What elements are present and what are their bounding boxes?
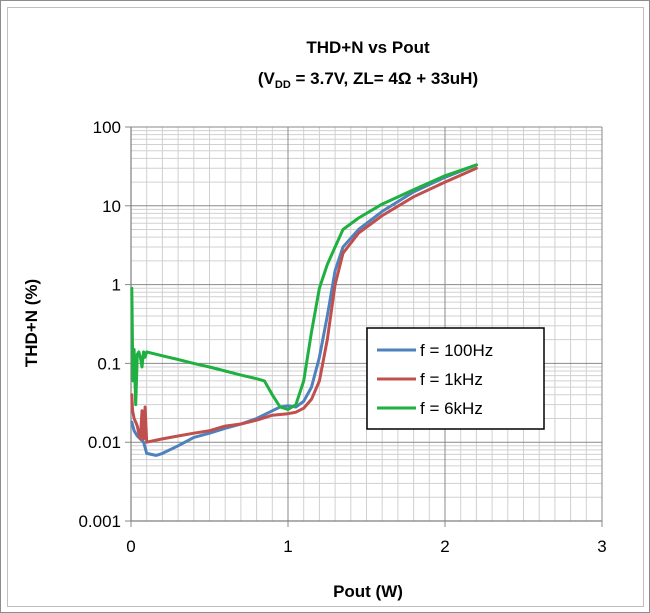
chart-subtitle-subscript: DD xyxy=(275,79,291,91)
legend: f = 100Hz f = 1kHz f = 6kHz xyxy=(366,327,545,430)
y-tick-label: 0.001 xyxy=(78,512,121,531)
y-tick-label: 100 xyxy=(93,118,121,137)
series-line xyxy=(130,163,478,457)
gridlines xyxy=(125,126,603,527)
legend-label: f = 100Hz xyxy=(420,341,493,360)
series-line xyxy=(130,166,478,444)
x-tick-label: 1 xyxy=(283,537,292,556)
y-axis-title: THD+N (%) xyxy=(22,279,41,367)
chart-subtitle: (VDD = 3.7V, ZL= 4Ω + 33uH) xyxy=(258,69,478,91)
series-line xyxy=(130,163,478,411)
y-tick-label: 10 xyxy=(102,197,121,216)
y-tick-label: 1 xyxy=(112,276,121,295)
chart-title: THD+N vs Pout xyxy=(306,38,430,57)
x-tick-label: 3 xyxy=(597,537,606,556)
legend-label: f = 6kHz xyxy=(420,399,483,418)
chart-area-border xyxy=(7,7,644,607)
y-tick-label: 0.01 xyxy=(88,433,121,452)
x-tick-label: 0 xyxy=(126,537,135,556)
x-tick-label: 2 xyxy=(440,537,449,556)
x-axis-title: Pout (W) xyxy=(333,582,403,601)
chart-subtitle-prefix: (V xyxy=(258,69,276,88)
y-tick-label: 0.1 xyxy=(97,354,121,373)
chart-subtitle-suffix: = 3.7V, ZL= 4Ω + 33uH) xyxy=(291,69,478,88)
legend-label: f = 1kHz xyxy=(420,370,483,389)
tick-labels: 0.001 0.01 0.1 1 10 100 0 1 2 3 xyxy=(78,118,606,556)
series-lines xyxy=(130,163,478,457)
